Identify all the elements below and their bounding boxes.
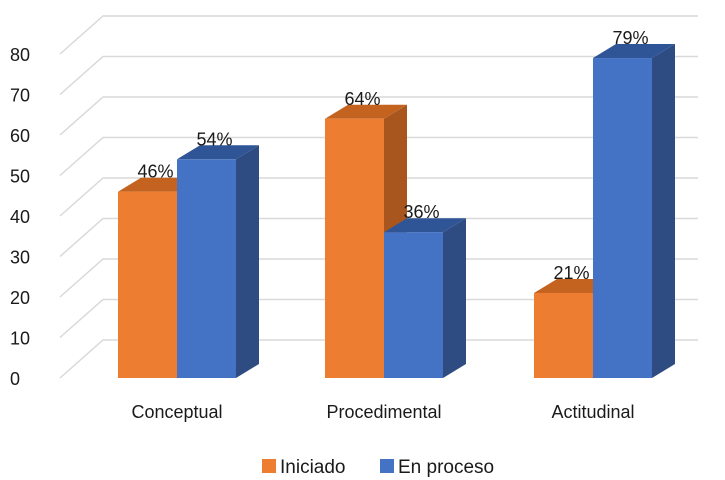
bar-top <box>325 104 407 119</box>
gridline-50 <box>59 136 698 177</box>
legend-swatch <box>262 459 276 473</box>
bar-side <box>443 218 466 378</box>
y-tick-label: 80 <box>10 45 30 65</box>
legend-label: En proceso <box>398 457 494 478</box>
bar-top <box>593 44 675 59</box>
x-axis: Conceptual Procedimental Actitudinal <box>131 402 634 422</box>
gridline-60 <box>59 96 698 136</box>
data-label: 21% <box>553 263 589 283</box>
gridline-70 <box>59 55 698 96</box>
bars <box>118 44 675 379</box>
data-label: 36% <box>403 202 439 222</box>
bar-side <box>652 44 675 379</box>
bar-front <box>384 232 443 378</box>
bar-side <box>236 145 259 378</box>
y-tick-label: 30 <box>10 248 30 268</box>
data-label: 46% <box>137 162 173 182</box>
bar-conceptual-en-proceso <box>177 145 259 378</box>
data-labels: 46% 54% 64% 36% 21% 79% <box>137 28 648 283</box>
legend-swatch <box>380 459 394 473</box>
gridline-10 <box>59 298 698 339</box>
bar-front <box>534 292 593 378</box>
bar-front <box>118 191 177 378</box>
x-category-label: Conceptual <box>131 402 222 422</box>
x-category-label: Actitudinal <box>551 402 634 422</box>
bar-actitudinal-en-proceso <box>593 44 675 379</box>
data-label: 79% <box>612 28 648 48</box>
y-tick-label: 60 <box>10 126 30 146</box>
gridline-40 <box>59 177 698 217</box>
gridline-20 <box>59 258 698 298</box>
y-tick-label: 10 <box>10 329 30 349</box>
y-tick-label: 0 <box>10 369 20 389</box>
y-tick-label: 40 <box>10 207 30 227</box>
y-tick-label: 50 <box>10 167 30 187</box>
bar-front <box>177 159 236 378</box>
bar-top <box>384 218 466 233</box>
bar-procedimental-en-proceso <box>384 218 466 378</box>
y-tick-label: 70 <box>10 86 30 106</box>
gridlines <box>59 15 698 379</box>
y-tick-label: 20 <box>10 288 30 308</box>
x-category-label: Procedimental <box>326 402 441 422</box>
legend: Iniciado En proceso <box>262 457 494 478</box>
gridline-0 <box>59 339 698 379</box>
data-label: 64% <box>344 89 380 109</box>
y-axis: 0 10 20 30 40 50 60 70 80 <box>10 45 30 389</box>
bar-front <box>325 118 384 379</box>
legend-item-iniciado: Iniciado <box>262 457 346 478</box>
gridline-80 <box>59 15 698 55</box>
bar-top <box>177 145 259 160</box>
data-label: 54% <box>196 129 232 149</box>
bar-front <box>593 58 652 379</box>
gridline-30 <box>59 217 698 258</box>
legend-item-en-proceso: En proceso <box>380 457 494 478</box>
legend-label: Iniciado <box>280 457 346 478</box>
